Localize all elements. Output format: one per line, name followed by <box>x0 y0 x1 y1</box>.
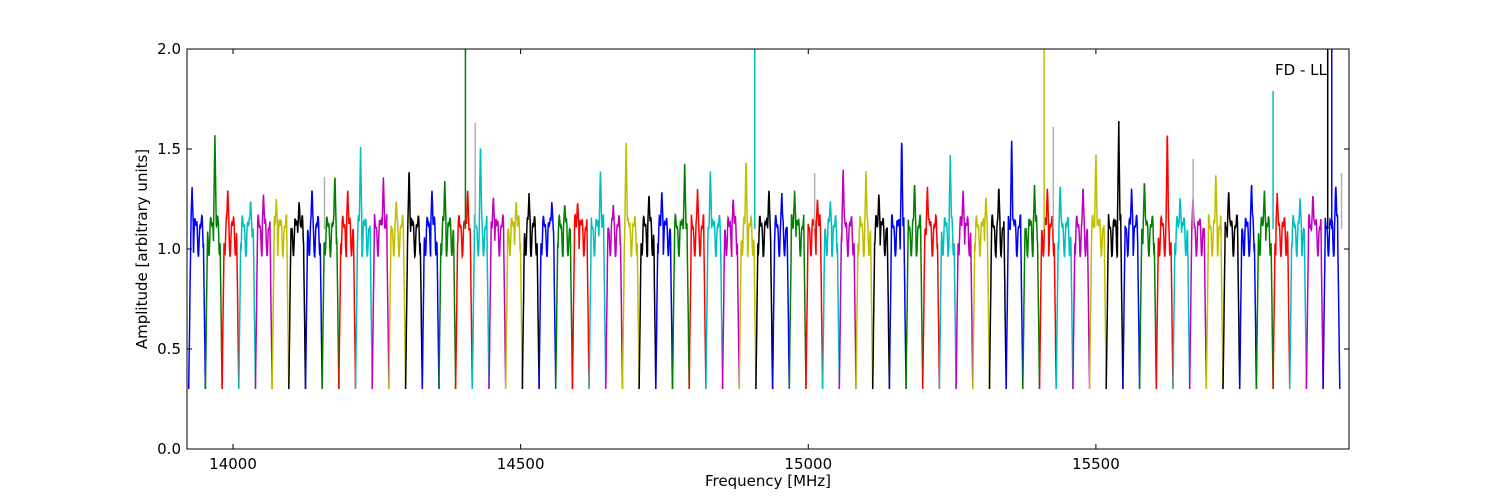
band-series-line <box>988 188 1007 390</box>
band-series-line <box>621 142 640 390</box>
band-series-line <box>738 162 757 390</box>
band-series-line <box>1122 188 1141 390</box>
band-series-line <box>838 169 857 390</box>
band-series-line <box>1138 183 1158 390</box>
band-series-line <box>438 180 457 390</box>
band-series-line <box>238 201 257 390</box>
band-series-line <box>721 199 740 390</box>
band-series-line <box>688 188 707 390</box>
band-series-line <box>371 177 390 390</box>
band-series-line <box>955 190 974 390</box>
band-series-line <box>404 172 424 390</box>
tick-layer: 14000 14500 15000 15500 0.0 0.5 1.0 1.5 2.0 <box>157 40 1349 473</box>
band-series-line <box>638 195 657 390</box>
band-series-line <box>1072 188 1091 390</box>
band-series-line <box>354 146 373 390</box>
band-series-line <box>388 201 407 390</box>
band-series-line <box>972 197 991 390</box>
band-series-line <box>1288 198 1308 390</box>
band-series-line <box>204 135 223 390</box>
band-series-line <box>1272 192 1291 390</box>
band-series-line <box>705 171 724 390</box>
series-layer <box>187 49 1343 390</box>
x-axis-label: Frequency [MHz] <box>705 472 831 490</box>
band-series-line <box>288 202 307 390</box>
band-series-line <box>271 198 290 390</box>
band-series-line <box>1305 195 1324 390</box>
band-series-line <box>1055 186 1074 390</box>
band-series-line <box>538 202 557 390</box>
band-series-line <box>1038 188 1057 390</box>
band-series-line <box>454 190 474 390</box>
x-tick-label: 14500 <box>497 455 545 473</box>
band-series-line <box>671 163 690 390</box>
panel-annotation: FD - LL <box>1275 61 1327 79</box>
y-tick-label: 0.5 <box>157 340 181 358</box>
band-series-line <box>1022 184 1041 390</box>
band-series-line <box>221 190 240 390</box>
x-tick-label: 15500 <box>1072 455 1120 473</box>
x-tick-label: 15000 <box>784 455 832 473</box>
band-series-line <box>771 192 791 390</box>
y-tick-label: 1.0 <box>157 240 181 258</box>
band-series-line <box>1222 192 1241 390</box>
band-series-line <box>821 201 841 390</box>
band-series-line <box>588 171 607 390</box>
band-series-line <box>571 203 590 390</box>
band-series-line <box>755 190 774 390</box>
band-series-line <box>1105 120 1124 390</box>
band-series-line <box>655 192 674 390</box>
y-tick-label: 2.0 <box>157 40 181 58</box>
band-series-line <box>187 186 207 390</box>
y-tick-label: 1.5 <box>157 140 181 158</box>
band-series-line <box>1205 175 1224 390</box>
band-series-line <box>888 142 907 390</box>
band-series-line <box>1088 154 1107 390</box>
band-series-line <box>1155 135 1174 390</box>
band-series-line <box>1172 198 1191 390</box>
band-series-line <box>504 202 524 390</box>
band-series-line <box>304 190 323 390</box>
band-series-line <box>788 190 807 390</box>
band-series-line <box>1005 140 1024 390</box>
band-series-line <box>254 194 273 390</box>
band-series-line <box>605 204 624 390</box>
x-tick-label: 14000 <box>209 455 257 473</box>
band-series-line <box>521 192 540 390</box>
y-tick-label: 0.0 <box>157 440 181 458</box>
band-series-line <box>554 205 574 390</box>
y-axis-label: Amplitude [arbitrary units] <box>133 149 151 349</box>
band-series-line <box>321 177 340 390</box>
band-series-line <box>488 197 507 390</box>
band-series-line <box>871 194 891 390</box>
band-series-line <box>1255 190 1274 390</box>
band-series-line <box>938 154 957 390</box>
band-series-line <box>1238 184 1258 390</box>
band-series-line <box>921 186 941 390</box>
band-series-line <box>905 184 924 390</box>
band-series-line <box>421 190 440 390</box>
band-series-line <box>855 170 874 390</box>
band-series-line <box>338 190 357 390</box>
